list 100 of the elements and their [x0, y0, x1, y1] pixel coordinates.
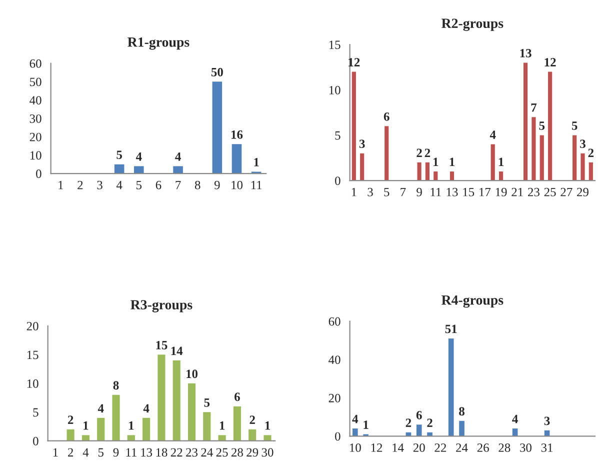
data-label: 2 [250, 416, 255, 424]
x-tick-label: 17 [480, 188, 491, 196]
bar [588, 162, 593, 181]
x-tick-label: 22 [434, 444, 446, 452]
data-label: 6 [416, 410, 422, 420]
x-tick-label: 11 [126, 448, 136, 456]
x-tick-label: 7 [400, 188, 406, 196]
data-label: 2 [68, 416, 74, 424]
chart-title: R1-groups [128, 37, 190, 50]
x-tick-label: 2 [68, 448, 73, 456]
bar [548, 72, 552, 181]
data-label: 1 [129, 421, 134, 430]
x-tick-label: 30 [262, 448, 274, 457]
x-tick-label: 25 [544, 188, 556, 196]
x-tick-label: 26 [477, 444, 489, 452]
x-tick-label: 2 [78, 180, 83, 190]
data-label: 2 [416, 148, 422, 157]
x-tick-label: 13 [141, 448, 152, 457]
x-tick-label: 13 [446, 188, 458, 196]
bar [158, 354, 166, 441]
bar [66, 429, 74, 441]
bar [97, 418, 105, 441]
x-tick-label: 21 [512, 188, 523, 196]
data-label: 3 [544, 416, 550, 426]
bar [524, 62, 528, 181]
x-tick-label: 10 [350, 443, 361, 452]
data-label: 50 [211, 68, 223, 76]
y-tick-label: 40 [30, 96, 42, 105]
x-tick-label: 24 [456, 444, 468, 452]
y-tick-label: 15 [329, 40, 340, 50]
data-label: 1 [364, 420, 368, 429]
x-tick-label: 10 [232, 180, 243, 190]
x-tick-label: 22 [170, 448, 182, 456]
x-tick-label: 6 [156, 180, 162, 190]
x-tick-label: 7 [176, 180, 181, 190]
bar [212, 82, 222, 174]
y-tick-label: 20 [328, 394, 340, 402]
x-tick-label: 29 [246, 448, 258, 457]
y-tick-label: 60 [30, 59, 42, 68]
data-label: 1 [220, 421, 225, 430]
data-label: 12 [348, 58, 360, 66]
x-tick-label: 9 [214, 180, 220, 190]
bar [82, 435, 90, 441]
bar [264, 435, 272, 441]
data-label: 8 [113, 381, 119, 390]
data-label: 2 [406, 418, 412, 427]
chart-title: R2-groups [442, 18, 504, 31]
y-tick-label: 5 [335, 131, 340, 140]
x-tick-label: 11 [251, 180, 262, 190]
data-label: 10 [186, 370, 198, 378]
x-tick-label: 24 [201, 448, 213, 456]
bar [360, 153, 364, 181]
y-tick-label: 60 [328, 317, 340, 326]
bar [127, 435, 135, 441]
x-tick-label: 29 [577, 188, 588, 196]
data-label: 1 [265, 421, 270, 430]
data-label: 5 [204, 398, 210, 407]
y-tick-label: 50 [30, 78, 42, 86]
y-tick-label: 0 [36, 170, 42, 178]
data-label: 5 [116, 150, 122, 160]
chart-title: R3-groups [130, 300, 192, 312]
data-label: 1 [84, 421, 88, 430]
x-tick-label: 25 [216, 448, 228, 457]
bar [532, 117, 536, 181]
data-label: 5 [572, 122, 578, 130]
y-tick-label: 0 [335, 176, 340, 186]
x-tick-label: 19 [496, 188, 507, 196]
data-label: 4 [136, 152, 142, 161]
x-tick-label: 4 [82, 448, 89, 456]
x-tick-label: 11 [430, 188, 441, 196]
data-label: 4 [352, 414, 358, 424]
data-label: 3 [359, 140, 365, 148]
x-tick-label: 3 [97, 180, 102, 190]
bar [352, 72, 356, 181]
data-label: 1 [254, 158, 259, 166]
bar [188, 383, 196, 441]
x-tick-label: 23 [528, 188, 540, 196]
data-label: 1 [498, 158, 504, 166]
bar [384, 126, 389, 181]
x-tick-label: 15 [463, 188, 474, 196]
data-label: 51 [445, 324, 457, 334]
x-tick-label: 4 [116, 180, 122, 190]
data-label: 2 [588, 148, 594, 157]
x-tick-label: 1 [53, 448, 58, 456]
bar [540, 135, 544, 181]
y-tick-label: 0 [335, 432, 340, 441]
y-tick-label: 5 [33, 408, 38, 417]
data-label: 16 [232, 130, 243, 139]
x-tick-label: 8 [194, 180, 200, 190]
x-tick-label: 23 [186, 448, 198, 457]
bar [450, 172, 454, 181]
x-tick-label: 5 [384, 188, 390, 196]
x-tick-label: 31 [541, 444, 553, 452]
bar [490, 144, 495, 181]
bar [434, 172, 438, 181]
bar [580, 153, 585, 181]
bar [172, 360, 180, 441]
bar [142, 418, 150, 441]
data-label: 4 [98, 404, 104, 412]
bar [448, 338, 454, 436]
